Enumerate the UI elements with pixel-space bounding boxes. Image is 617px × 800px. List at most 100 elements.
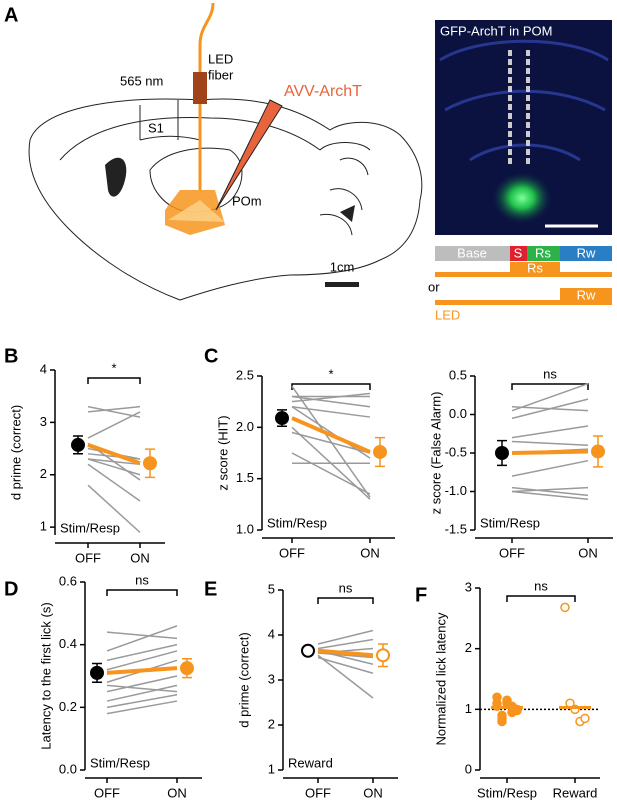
- y-tick-label: 3: [40, 414, 47, 429]
- point: [560, 602, 570, 613]
- y-tick-label: 4: [268, 626, 275, 641]
- subject-line: [106, 625, 178, 652]
- subject-line: [291, 406, 371, 418]
- cerebellum: [319, 142, 371, 236]
- subject-line: [291, 395, 371, 408]
- subject-line: [106, 643, 178, 662]
- subject-line: [511, 486, 589, 493]
- significance-label: ns: [543, 366, 557, 381]
- y-tick-label: 1: [465, 701, 472, 716]
- y-tick-label: 2: [268, 716, 275, 731]
- subject-line: [106, 631, 178, 640]
- y-tick-label: 0.5: [449, 367, 467, 382]
- mean-marker: [143, 456, 157, 471]
- mean-marker: [71, 437, 85, 452]
- condition-label: Stim/Resp: [267, 515, 327, 530]
- wavelength-label: 565 nm: [120, 73, 163, 88]
- y-tick-label: -1.0: [445, 483, 467, 498]
- tissue: [439, 39, 609, 162]
- subject-line: [87, 484, 141, 533]
- mean-line: [317, 648, 374, 658]
- condition-label: Stim/Resp: [480, 515, 540, 530]
- condition-label: Stim/Resp: [90, 755, 150, 770]
- subject-line: [511, 382, 589, 412]
- mean-line: [291, 416, 371, 454]
- virus-label: AVV-ArchT: [284, 83, 362, 100]
- significance-bracket: [506, 595, 576, 602]
- epoch-rw: [560, 246, 612, 261]
- epoch-label: Rs: [535, 245, 551, 260]
- fiber-label: fiber: [208, 67, 234, 82]
- subject-line: [317, 654, 374, 699]
- panel-letter: E: [204, 578, 217, 600]
- led-title: LED: [435, 307, 460, 322]
- subject-line: [106, 675, 178, 693]
- subject-line: [106, 650, 178, 671]
- y-tick-label: 0.0: [449, 406, 467, 421]
- subject-line: [87, 405, 141, 413]
- x-tick-label: OFF: [305, 785, 331, 800]
- x-tick-label: OFF: [75, 550, 101, 565]
- x-tick-label: Reward: [553, 785, 598, 800]
- ventricle: [105, 157, 127, 197]
- y-tick-label: 0.2: [59, 699, 77, 714]
- mean-marker: [301, 643, 315, 658]
- x-tick-label: ON: [360, 545, 380, 560]
- scale-bar: [325, 282, 359, 287]
- mean-marker: [90, 665, 104, 680]
- led-on: [560, 288, 612, 305]
- epoch-rs: [527, 246, 560, 261]
- condition-label: Stim/Resp: [60, 520, 120, 535]
- subject-line: [291, 385, 371, 498]
- y-tick-label: 1.5: [236, 470, 254, 485]
- fiber-label: LED: [208, 51, 233, 66]
- condition-label: Reward: [288, 755, 333, 770]
- subject-line: [511, 486, 589, 497]
- mean-marker: [591, 444, 605, 459]
- mean-marker: [376, 648, 390, 663]
- x-tick-label: ON: [167, 785, 187, 800]
- panel-letter: D: [4, 578, 18, 600]
- y-tick-label: 5: [268, 581, 275, 596]
- x-tick-label: OFF: [94, 785, 120, 800]
- subject-line: [511, 459, 589, 477]
- x-tick-label: ON: [578, 545, 598, 560]
- subject-line: [317, 638, 374, 650]
- subject-line: [317, 656, 374, 674]
- subject-line: [87, 405, 141, 418]
- panel-letter: B: [4, 345, 18, 367]
- scale-label: 1cm: [330, 259, 355, 274]
- significance-bracket: [317, 597, 374, 604]
- subject-line: [106, 700, 178, 715]
- structures: [139, 100, 243, 213]
- ventricle: [340, 205, 355, 222]
- significance-bracket: [511, 383, 589, 390]
- significance-label: *: [328, 366, 333, 381]
- subject-line: [317, 629, 374, 645]
- panel-letter: C: [204, 345, 218, 367]
- y-tick-label: 1: [40, 519, 47, 534]
- or-label: or: [428, 279, 440, 294]
- y-tick-label: 4: [40, 361, 47, 376]
- fiber: [198, 2, 215, 75]
- y-tick-label: -0.5: [445, 444, 467, 459]
- brain-outline: [28, 98, 423, 301]
- y-axis-label: z score (False Alarm): [428, 392, 443, 515]
- mean-marker: [495, 446, 509, 460]
- subject-line: [511, 490, 589, 500]
- significance-label: ns: [534, 578, 548, 593]
- subject-line: [106, 694, 178, 709]
- region-label: S1: [148, 120, 164, 135]
- y-tick-label: 0.6: [59, 573, 77, 588]
- y-tick-label: 0: [465, 761, 472, 776]
- epoch-label: Base: [457, 245, 487, 260]
- y-axis-label: d prime (correct): [8, 405, 23, 500]
- y-axis-label: d prime (correct): [236, 632, 251, 727]
- y-tick-label: 1.0: [236, 521, 254, 536]
- pipette: [215, 99, 283, 211]
- y-tick-label: -1.5: [445, 521, 467, 536]
- subject-line: [87, 463, 141, 502]
- subject-line: [106, 684, 178, 693]
- mean-marker: [373, 444, 387, 459]
